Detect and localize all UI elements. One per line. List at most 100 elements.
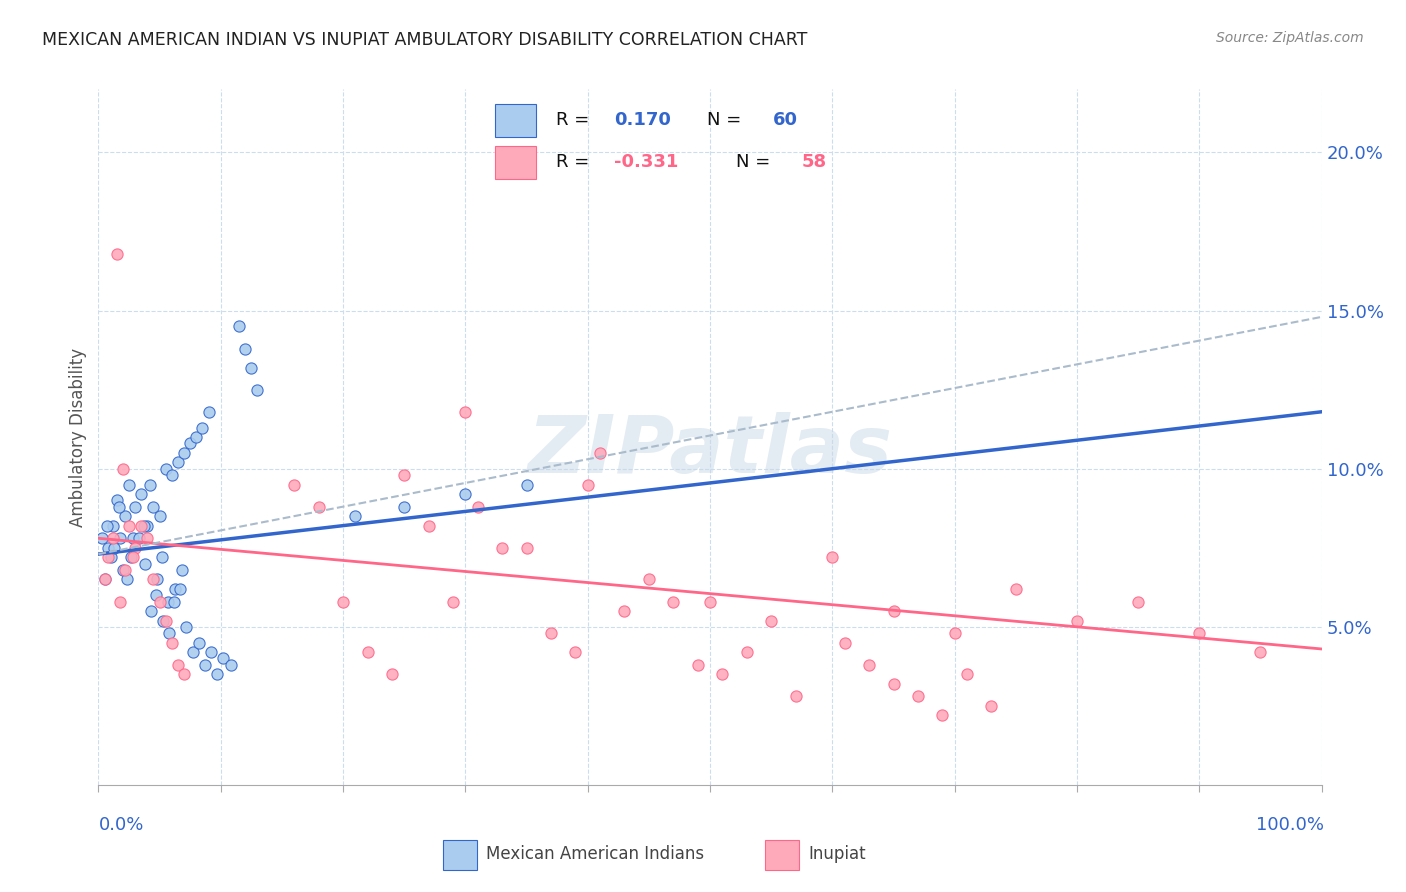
Point: [200, 645, 222, 659]
Point: [197, 405, 219, 419]
Point: [136, 531, 159, 545]
Point: [145, 588, 167, 602]
FancyBboxPatch shape: [443, 840, 477, 871]
Point: [134, 557, 156, 571]
Point: [283, 477, 305, 491]
Point: [179, 436, 201, 450]
Point: [785, 690, 807, 704]
Point: [194, 657, 217, 672]
Point: [115, 573, 138, 587]
Point: [120, 550, 142, 565]
Point: [540, 626, 562, 640]
Point: [1066, 614, 1088, 628]
Point: [96, 518, 118, 533]
Point: [111, 563, 134, 577]
Point: [392, 500, 416, 514]
Point: [121, 531, 143, 545]
Point: [699, 594, 721, 608]
Point: [491, 541, 513, 555]
Point: [163, 594, 186, 608]
Point: [124, 500, 146, 514]
Point: [467, 500, 489, 514]
Point: [103, 541, 125, 555]
Point: [228, 319, 250, 334]
Point: [1249, 645, 1271, 659]
Point: [761, 614, 783, 628]
Point: [139, 604, 162, 618]
Point: [515, 541, 537, 555]
Point: [858, 657, 880, 672]
Point: [160, 468, 183, 483]
Point: [233, 342, 256, 356]
Point: [332, 594, 354, 608]
Point: [118, 477, 141, 491]
Text: Source: ZipAtlas.com: Source: ZipAtlas.com: [1216, 31, 1364, 45]
Point: [146, 573, 169, 587]
Point: [576, 477, 599, 491]
Point: [129, 487, 152, 501]
Text: 100.0%: 100.0%: [1257, 816, 1324, 834]
Point: [93, 573, 115, 587]
Point: [139, 477, 162, 491]
Point: [1188, 626, 1211, 640]
Point: [1004, 582, 1026, 596]
Point: [613, 604, 636, 618]
Point: [834, 635, 856, 649]
Point: [124, 541, 146, 555]
Point: [111, 461, 134, 475]
Point: [160, 635, 183, 649]
Point: [219, 657, 242, 672]
Point: [136, 518, 159, 533]
Text: 0.0%: 0.0%: [98, 816, 143, 834]
Point: [100, 550, 122, 565]
Point: [956, 667, 979, 681]
Point: [165, 582, 187, 596]
Point: [101, 518, 124, 533]
Point: [108, 500, 131, 514]
Text: Inupiat: Inupiat: [808, 845, 866, 863]
Point: [441, 594, 464, 608]
Point: [118, 518, 141, 533]
Point: [637, 573, 661, 587]
Point: [711, 667, 734, 681]
Point: [662, 594, 685, 608]
Point: [91, 531, 114, 545]
Point: [186, 430, 208, 444]
Point: [356, 645, 378, 659]
Point: [181, 645, 204, 659]
Point: [943, 626, 966, 640]
Point: [246, 383, 269, 397]
Point: [149, 509, 172, 524]
Point: [155, 461, 177, 475]
Point: [564, 645, 586, 659]
Point: [454, 405, 477, 419]
Point: [110, 594, 132, 608]
Point: [344, 509, 367, 524]
Point: [212, 651, 235, 665]
Point: [167, 455, 190, 469]
Point: [176, 620, 198, 634]
Point: [173, 667, 195, 681]
Point: [157, 594, 180, 608]
Point: [142, 500, 165, 514]
Point: [735, 645, 758, 659]
Point: [97, 541, 120, 555]
Text: MEXICAN AMERICAN INDIAN VS INUPIAT AMBULATORY DISABILITY CORRELATION CHART: MEXICAN AMERICAN INDIAN VS INUPIAT AMBUL…: [42, 31, 807, 49]
Point: [132, 518, 155, 533]
Point: [821, 550, 844, 565]
Point: [191, 420, 214, 434]
Point: [980, 698, 1002, 713]
Y-axis label: Ambulatory Disability: Ambulatory Disability: [69, 348, 87, 526]
Point: [142, 573, 165, 587]
Point: [149, 594, 172, 608]
Point: [93, 573, 115, 587]
Point: [110, 531, 132, 545]
Point: [114, 509, 136, 524]
Point: [128, 531, 150, 545]
Point: [157, 626, 180, 640]
Text: Mexican American Indians: Mexican American Indians: [486, 845, 704, 863]
Point: [883, 677, 905, 691]
Point: [167, 657, 190, 672]
Point: [589, 446, 612, 460]
Point: [418, 518, 440, 533]
